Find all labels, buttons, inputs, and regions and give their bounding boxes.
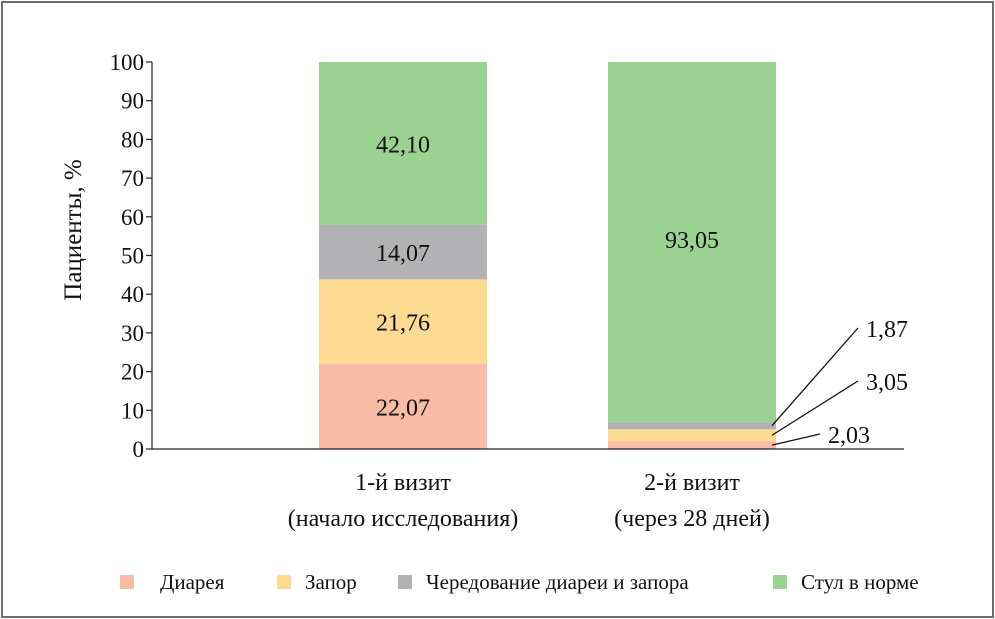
labels-group: 22,07 21,76 14,07 42,10 93,05 2,03 3,05 1,87 (376, 132, 908, 449)
legend-label: Диарея (160, 570, 225, 594)
leader-line (771, 327, 859, 427)
bars-group (319, 62, 776, 449)
legend-swatch (277, 575, 291, 589)
data-label: 42,10 (376, 132, 430, 158)
leader-line (771, 433, 821, 446)
bar-segment (319, 224, 487, 280)
bar-segment (608, 62, 776, 423)
data-label: 3,05 (866, 370, 908, 396)
y-tick-label: 40 (121, 282, 144, 307)
category-label: 1-й визит (355, 470, 451, 496)
y-tick-label: 70 (121, 166, 144, 191)
legend-swatch (398, 575, 412, 589)
legend-label: Чередование диареи и запора (426, 570, 689, 594)
category-label: 2-й визит (644, 470, 740, 496)
data-label: 22,07 (376, 395, 430, 421)
data-label: 21,76 (376, 310, 430, 336)
leader-line (771, 380, 859, 436)
y-axis-title: Пациенты, % (60, 159, 87, 300)
y-tick-label: 90 (121, 89, 144, 114)
y-tick-label: 50 (121, 244, 144, 269)
bar-segment (319, 363, 487, 449)
y-tick-label: 60 (121, 205, 144, 230)
y-tick-label: 80 (121, 127, 144, 152)
data-label: 2,03 (828, 423, 870, 449)
legend-label: Стул в норме (801, 570, 919, 594)
bar-segment (608, 429, 776, 442)
legend-swatch (773, 575, 787, 589)
y-tick-label: 10 (121, 398, 144, 423)
axes-group: 0 10 20 30 40 50 60 70 80 90 100 Пациенты, % 1-й виз… (60, 50, 904, 532)
legend-swatch (120, 575, 134, 589)
data-label: 1,87 (866, 317, 908, 343)
category-label: (начало исследования) (288, 506, 519, 532)
legend: Диарея Запор Чередование диареи и запора Ст… (120, 570, 919, 594)
y-tick-label: 20 (121, 360, 144, 385)
data-label: 14,07 (376, 241, 430, 267)
y-tick-label: 100 (110, 50, 145, 75)
legend-label: Запор (305, 570, 357, 594)
bar-segment (608, 422, 776, 430)
category-label: (через 28 дней) (614, 506, 770, 532)
y-tick-label: 30 (121, 321, 144, 346)
bar-segment (319, 62, 487, 225)
bar-segment (319, 279, 487, 364)
bar-segment (608, 441, 776, 449)
data-label: 93,05 (665, 228, 719, 254)
y-tick-label: 0 (133, 437, 145, 462)
